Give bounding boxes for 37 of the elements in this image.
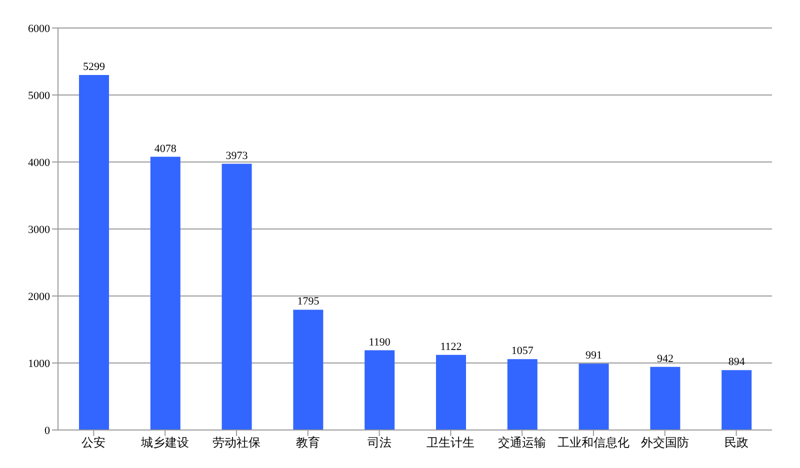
x-tick-label: 工业和信息化 [558,436,630,450]
bar [79,74,109,430]
y-tick-label: 4000 [28,156,50,169]
bar [150,156,180,430]
bar [578,364,609,430]
y-tick-label: 5000 [28,90,50,102]
y-tick-label: 0 [44,424,50,437]
bar [364,350,395,430]
data-label: 894 [728,356,746,368]
bar [222,164,252,430]
data-label: 1795 [297,296,320,308]
y-tick-label: 1000 [28,358,50,370]
x-tick-label: 外交国防 [640,436,689,450]
data-label: 5299 [83,60,106,73]
x-tick-label: 教育 [296,436,320,450]
bar [722,370,752,430]
x-tick-label: 卫生计生 [426,436,475,450]
data-label: 991 [586,350,602,362]
bar [436,354,466,430]
y-tick-label: 6000 [28,22,50,35]
bar [507,359,538,430]
bar [293,310,324,430]
x-tick-label: 城乡建设 [140,436,190,450]
bar [650,366,680,430]
x-tick-label: 公安 [82,436,106,450]
x-tick-label: 交通运输 [498,436,546,450]
x-tick-label: 民政 [724,436,748,450]
x-tick-label: 劳动社保 [212,436,260,450]
data-label: 1190 [368,336,391,348]
data-label: 3973 [226,150,248,162]
y-tick-label: 3000 [28,224,50,236]
data-label: 4078 [154,142,177,155]
data-label: 1122 [440,340,462,353]
x-tick-label: 司法 [367,436,392,450]
y-tick-label: 2000 [28,290,50,303]
data-label: 942 [656,352,674,365]
data-label: 1057 [511,345,534,358]
